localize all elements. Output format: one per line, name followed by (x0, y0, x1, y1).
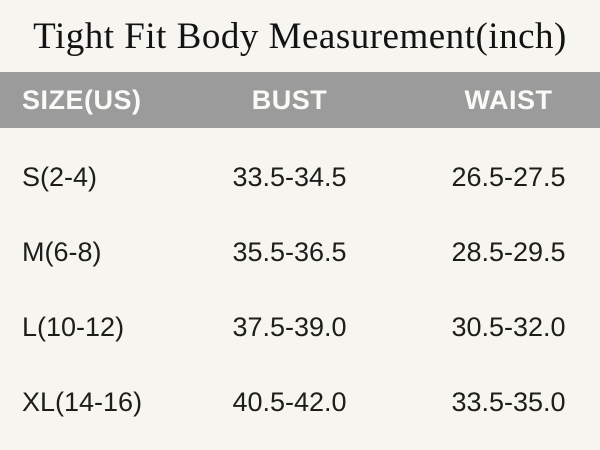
table-row-s: S(2-4) 33.5-34.5 26.5-27.5 (0, 140, 600, 215)
table-body: S(2-4) 33.5-34.5 26.5-27.5 M(6-8) 35.5-3… (0, 128, 600, 440)
size-cell: L(10-12) (22, 312, 125, 342)
column-header-bust: BUST (251, 84, 328, 115)
waist-cell: 33.5-35.0 (451, 387, 566, 417)
bust-cell: 33.5-34.5 (232, 162, 347, 192)
table-row-xl: XL(14-16) 40.5-42.0 33.5-35.0 (0, 365, 600, 440)
size-cell: XL(14-16) (22, 387, 143, 417)
page-title: Tight Fit Body Measurement(inch) (33, 15, 567, 57)
bust-cell: 35.5-36.5 (232, 237, 347, 267)
column-header-waist: WAIST (464, 84, 553, 115)
column-header-size: SIZE(US) (22, 84, 142, 115)
waist-cell: 28.5-29.5 (451, 237, 566, 267)
size-cell: M(6-8) (22, 237, 102, 267)
waist-cell: 26.5-27.5 (451, 162, 566, 192)
table-header-row: SIZE(US) BUST WAIST (0, 72, 600, 128)
table-row-l: L(10-12) 37.5-39.0 30.5-32.0 (0, 290, 600, 365)
waist-cell: 30.5-32.0 (451, 312, 566, 342)
size-cell: S(2-4) (22, 162, 98, 192)
bust-cell: 40.5-42.0 (232, 387, 347, 417)
table-row-m: M(6-8) 35.5-36.5 28.5-29.5 (0, 215, 600, 290)
bust-cell: 37.5-39.0 (232, 312, 347, 342)
title-bar: Tight Fit Body Measurement(inch) (0, 0, 600, 72)
